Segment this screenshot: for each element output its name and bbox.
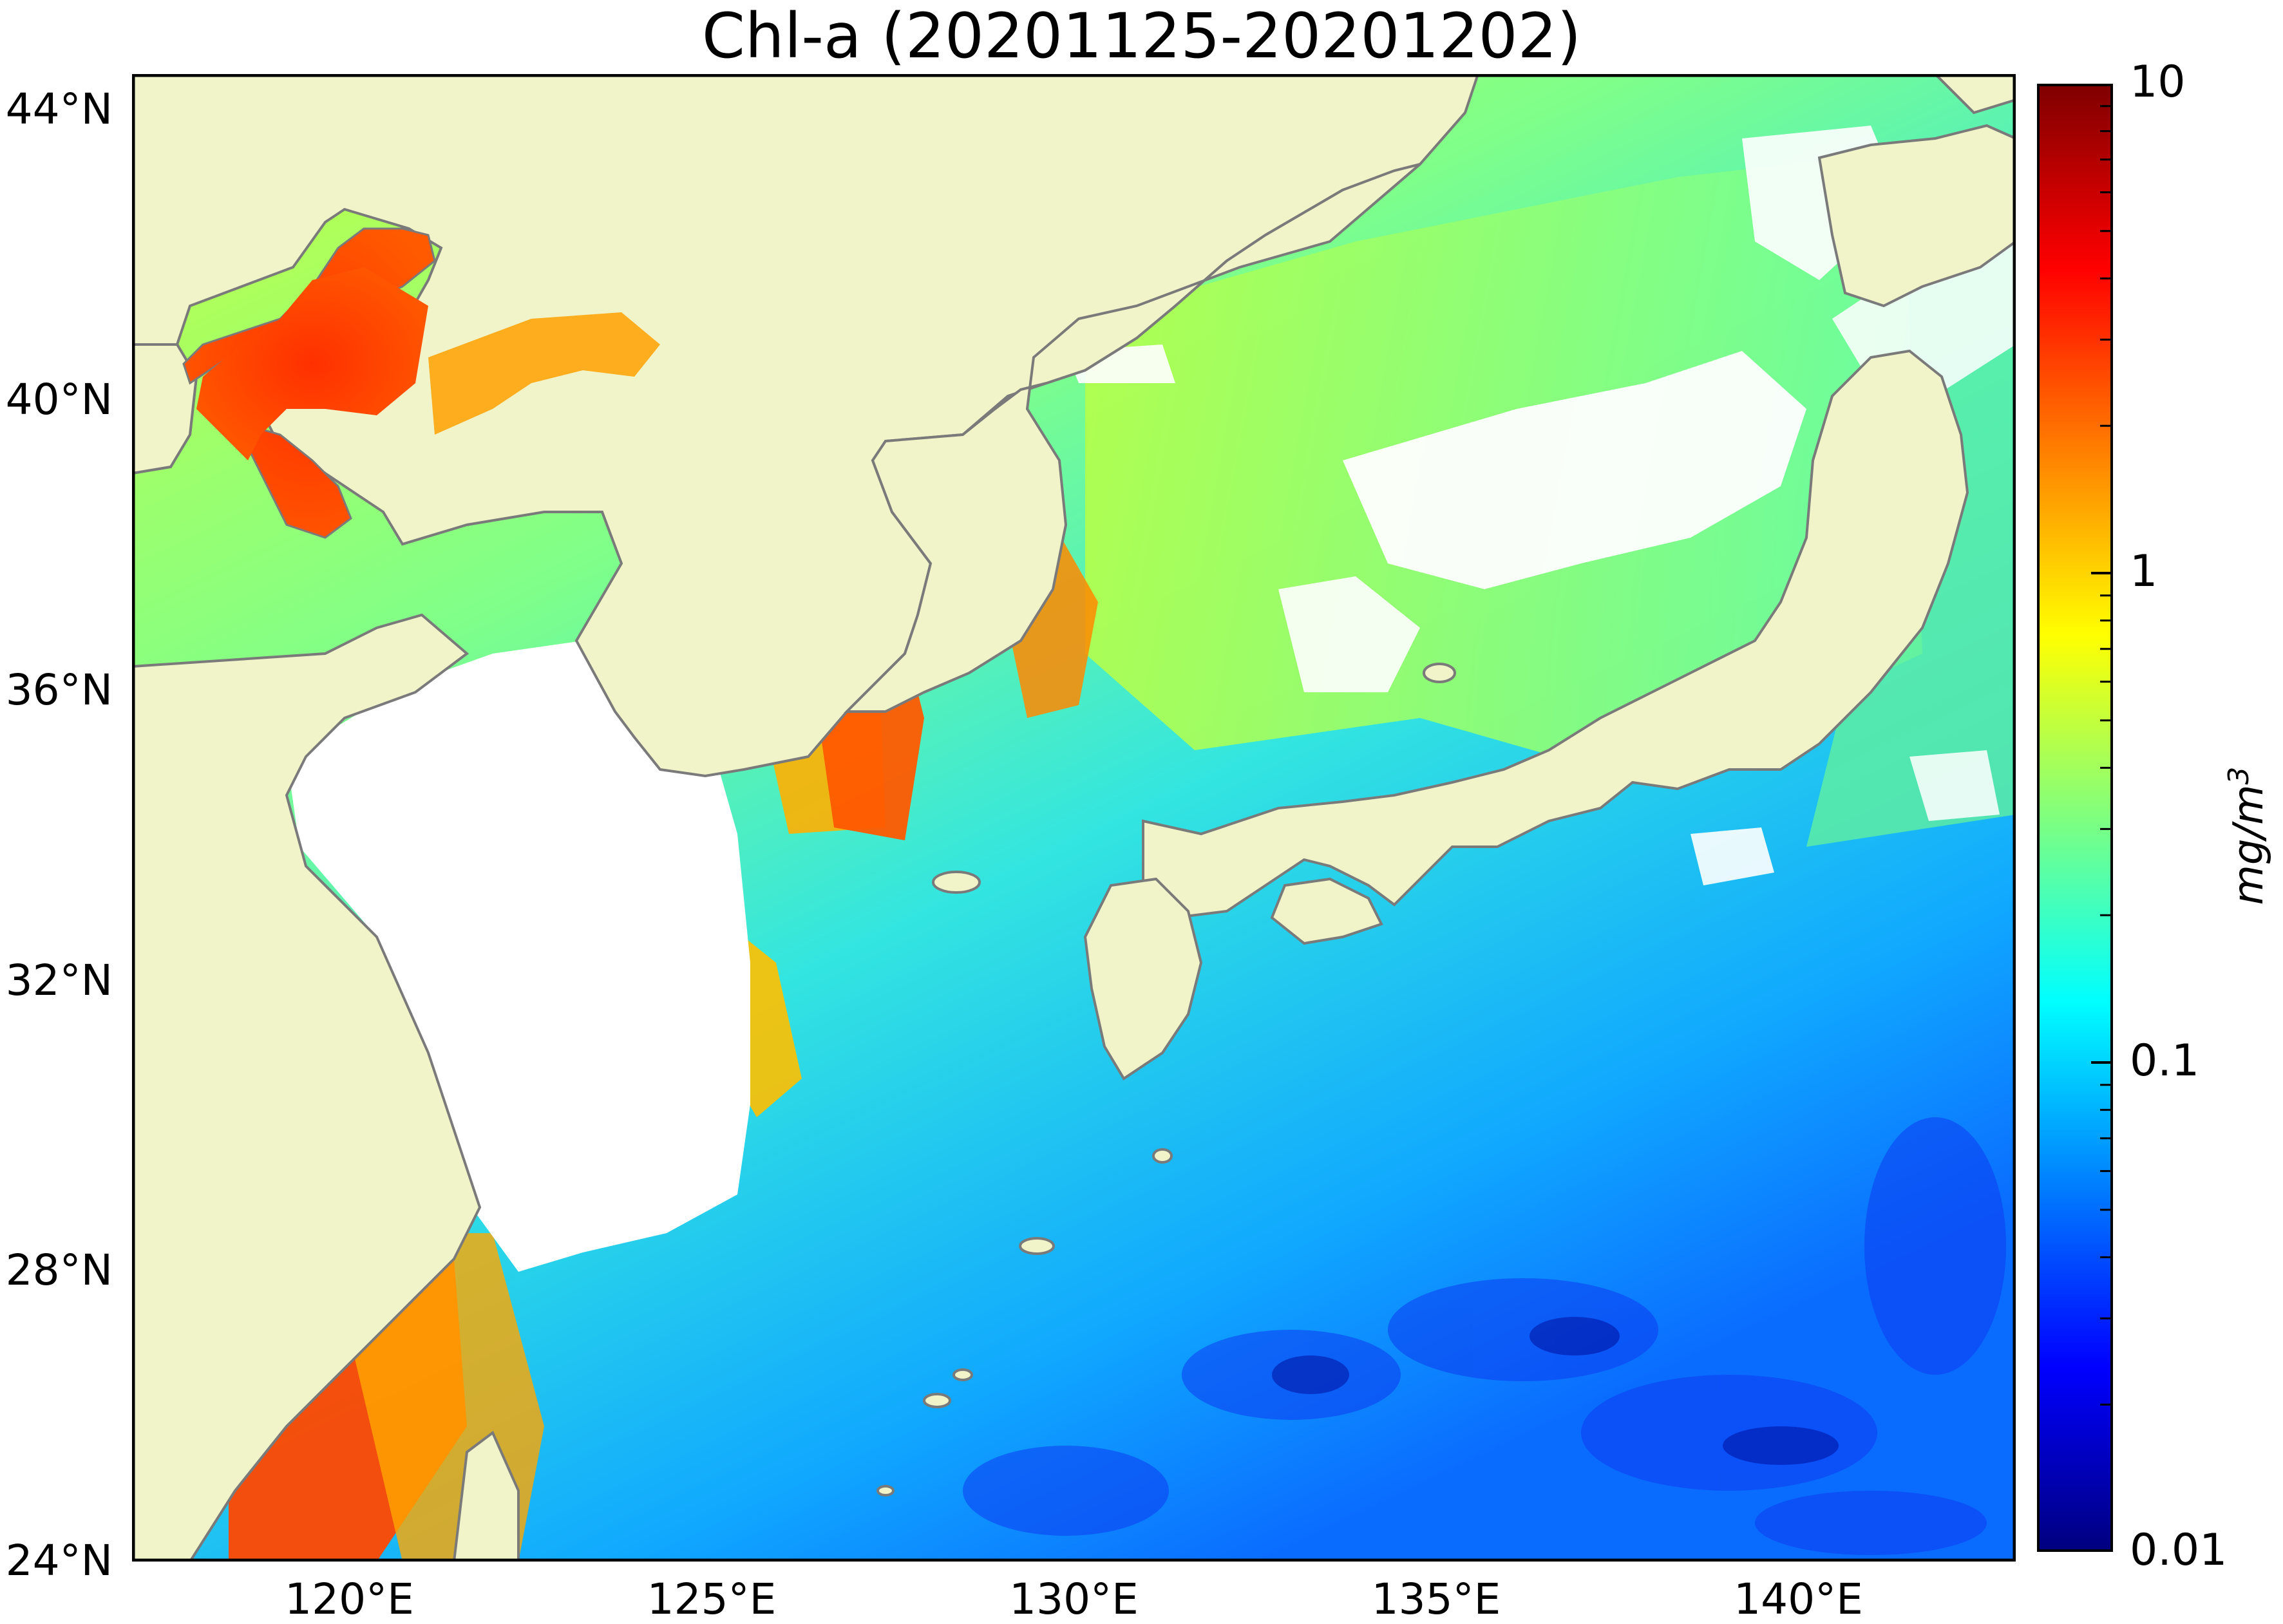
low-chl-patches <box>963 1117 2006 1555</box>
lon-tick-label: 120°E <box>285 1574 414 1624</box>
colorbar-tick-label: 0.1 <box>2130 1035 2200 1086</box>
lat-tick-label: 28°N <box>5 1245 113 1296</box>
lat-tick-label: 36°N <box>5 665 113 715</box>
lon-tick-label: 135°E <box>1371 1574 1501 1624</box>
colorbar-tick-label: 1 <box>2130 546 2158 597</box>
lon-tick-label: 130°E <box>1009 1574 1139 1624</box>
lon-tick-label: 125°E <box>647 1574 777 1624</box>
map-title: Chl-a (20201125-20201202) <box>701 0 1582 72</box>
lat-tick-label: 32°N <box>5 955 113 1005</box>
lat-tick-label: 44°N <box>5 84 113 135</box>
colorbar <box>2037 84 2113 1552</box>
lon-tick-label: 140°E <box>1734 1574 1863 1624</box>
colorbar-tick-label: 0.01 <box>2130 1525 2228 1576</box>
chlorophyll-map <box>132 74 2016 1562</box>
no-data-areas <box>287 126 2016 1272</box>
colorbar-unit-label: mg/m3 <box>2222 766 2273 905</box>
lat-tick-label: 40°N <box>5 375 113 425</box>
land-areas <box>132 74 2016 1562</box>
lat-tick-label: 24°N <box>5 1536 113 1585</box>
colorbar-tick-label: 10 <box>2130 57 2186 108</box>
